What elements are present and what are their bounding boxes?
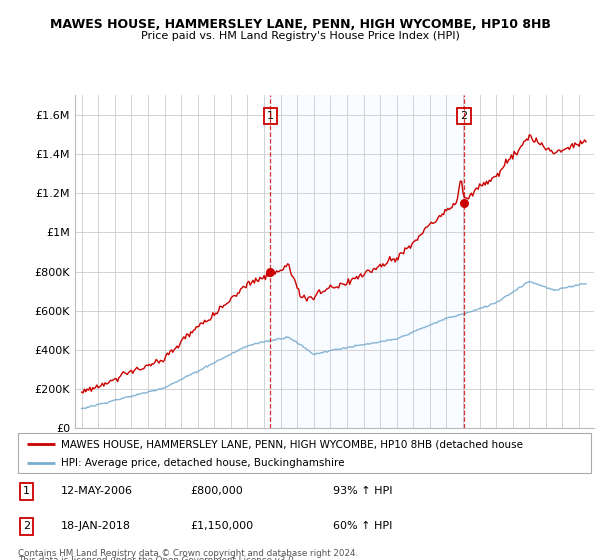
Text: MAWES HOUSE, HAMMERSLEY LANE, PENN, HIGH WYCOMBE, HP10 8HB (detached house: MAWES HOUSE, HAMMERSLEY LANE, PENN, HIGH…	[61, 439, 523, 449]
Text: 1: 1	[266, 111, 274, 121]
Text: This data is licensed under the Open Government Licence v3.0.: This data is licensed under the Open Gov…	[18, 556, 296, 560]
FancyBboxPatch shape	[18, 433, 591, 473]
Text: 12-MAY-2006: 12-MAY-2006	[61, 487, 133, 496]
Bar	[270, 95, 464, 428]
Text: 60% ↑ HPI: 60% ↑ HPI	[333, 521, 392, 531]
Text: 93% ↑ HPI: 93% ↑ HPI	[333, 487, 392, 496]
Text: 18-JAN-2018: 18-JAN-2018	[61, 521, 131, 531]
Text: Price paid vs. HM Land Registry's House Price Index (HPI): Price paid vs. HM Land Registry's House …	[140, 31, 460, 41]
Text: Contains HM Land Registry data © Crown copyright and database right 2024.: Contains HM Land Registry data © Crown c…	[18, 549, 358, 558]
Text: HPI: Average price, detached house, Buckinghamshire: HPI: Average price, detached house, Buck…	[61, 458, 344, 468]
Text: 1: 1	[23, 487, 30, 496]
Text: 2: 2	[460, 111, 467, 121]
Text: 2: 2	[23, 521, 30, 531]
Text: £1,150,000: £1,150,000	[190, 521, 253, 531]
Text: £800,000: £800,000	[190, 487, 242, 496]
Text: MAWES HOUSE, HAMMERSLEY LANE, PENN, HIGH WYCOMBE, HP10 8HB: MAWES HOUSE, HAMMERSLEY LANE, PENN, HIGH…	[50, 18, 550, 31]
